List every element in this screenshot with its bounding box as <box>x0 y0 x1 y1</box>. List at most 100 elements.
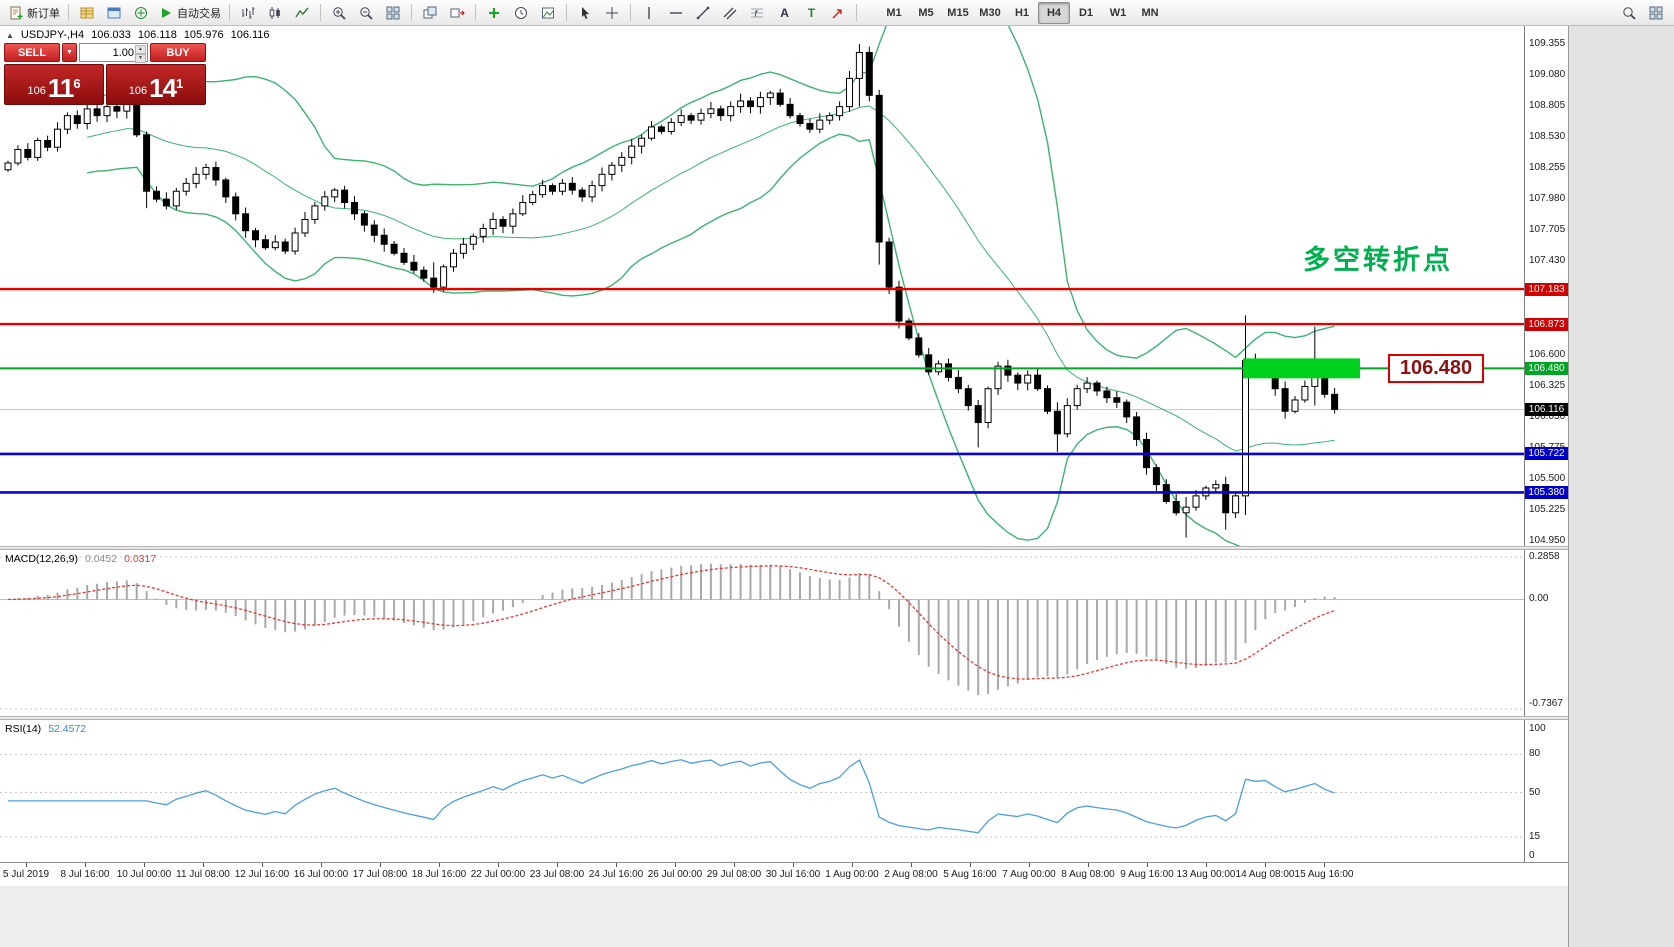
ask-prefix: 106 <box>128 85 148 97</box>
toolbar-separator <box>68 4 69 21</box>
crosshair-tool-icon[interactable] <box>599 2 625 24</box>
symbol-name: USDJPY-,H4 <box>20 29 85 41</box>
macd-tick-label: 0.00 <box>1529 593 1549 605</box>
time-label: 5 Aug 16:00 <box>943 869 997 880</box>
price-tick-label: 107.980 <box>1529 193 1566 205</box>
price-level-callout: 106.480 <box>1388 354 1484 384</box>
price-tick-label: 106.325 <box>1529 379 1566 391</box>
vertical-line-tool-icon[interactable] <box>636 2 662 24</box>
time-tick <box>380 863 381 867</box>
price-tick-label: 106.600 <box>1529 348 1566 360</box>
chart-window: ▲ USDJPY-,H4 106.033 106.118 105.976 106… <box>0 26 1569 947</box>
time-label: 22 Jul 00:00 <box>470 869 526 880</box>
rsi-indicator-name: RSI(14) <box>5 723 42 735</box>
period-settings-icon[interactable] <box>508 2 534 24</box>
time-label: 5 Jul 2019 <box>2 869 50 880</box>
label-tool-icon[interactable]: T <box>798 2 824 24</box>
time-tick <box>616 863 617 867</box>
buy-button[interactable]: BUY <box>150 43 206 62</box>
toolbar-separator <box>630 4 631 21</box>
horizontal-line-tool-icon[interactable] <box>663 2 689 24</box>
collapse-panel-icon[interactable]: ▲ <box>6 30 14 40</box>
navigator-icon[interactable] <box>128 2 154 24</box>
time-tick <box>1029 863 1030 867</box>
bar-chart-icon[interactable] <box>235 2 261 24</box>
add-indicator-icon[interactable] <box>481 2 507 24</box>
bar-open-value: 106.033 <box>91 29 131 41</box>
time-label: 1 Aug 00:00 <box>825 869 879 880</box>
volume-spinner: ▲ ▼ <box>135 45 146 63</box>
time-tick <box>734 863 735 867</box>
rsi-tick-label: 100 <box>1529 723 1546 734</box>
line-chart-icon[interactable] <box>289 2 315 24</box>
macd-plot[interactable] <box>0 550 1524 716</box>
volume-input[interactable]: 1.00 ▲ ▼ <box>79 43 148 63</box>
search-icon[interactable] <box>1616 2 1642 24</box>
timeframe-mn[interactable]: MN <box>1141 6 1159 19</box>
timeframe-m15[interactable]: M15 <box>947 6 969 19</box>
toolbar-separator <box>856 4 857 21</box>
arrow-tool-icon[interactable] <box>825 2 851 24</box>
auto-trading-button[interactable]: 自动交易 <box>155 2 224 24</box>
rsi-tick-label: 15 <box>1529 830 1541 842</box>
current-price-badge: 106.116 <box>1525 402 1568 416</box>
timeframe-m30[interactable]: M30 <box>979 6 1001 19</box>
time-label: 30 Jul 16:00 <box>765 869 821 880</box>
macd-indicator-name: MACD(12,26,9) <box>5 553 78 565</box>
time-tick <box>970 863 971 867</box>
timeframe-w1[interactable]: W1 <box>1109 6 1127 19</box>
timeframe-m1[interactable]: M1 <box>886 6 902 19</box>
buy-price-button[interactable]: 106 14 1 <box>106 64 206 105</box>
templates-icon[interactable] <box>535 2 561 24</box>
bid-big-digits: 11 <box>47 73 74 103</box>
rsi-plot[interactable] <box>0 720 1524 862</box>
toolbar-separator <box>320 4 321 21</box>
time-tick <box>852 863 853 867</box>
panel-splitter[interactable] <box>0 546 1568 550</box>
data-window-icon[interactable] <box>101 2 127 24</box>
macd-axis[interactable]: 0.2858 0.00 -0.7367 <box>1524 550 1568 716</box>
time-label: 13 Aug 00:00 <box>1176 869 1236 880</box>
tile-windows-icon[interactable] <box>380 2 406 24</box>
volume-increase-button[interactable]: ▲ <box>135 45 146 54</box>
ask-big-digits: 14 <box>149 73 177 103</box>
fibonacci-tool-icon[interactable]: f <box>744 2 770 24</box>
time-tick <box>1324 863 1325 867</box>
price-tick-label: 108.530 <box>1529 131 1566 143</box>
channel-tool-icon[interactable] <box>717 2 743 24</box>
timeframe-m5[interactable]: M5 <box>918 6 934 19</box>
new-window-icon[interactable] <box>1643 2 1669 24</box>
volume-value[interactable]: 1.00 <box>112 46 134 59</box>
new-order-button[interactable]: 新订单 <box>5 2 63 24</box>
price-axis[interactable]: 109.355 109.080 108.805 108.530 108.255 107.9… <box>1524 26 1568 546</box>
cursor-tool-icon[interactable] <box>572 2 598 24</box>
time-label: 26 Jul 00:00 <box>647 869 703 880</box>
sell-button[interactable]: SELL <box>4 43 60 62</box>
rsi-tick-label: 0 <box>1529 850 1535 861</box>
bid-prefix: 106 <box>27 85 46 97</box>
text-tool-icon[interactable]: A <box>771 2 797 24</box>
timeframe-h1[interactable]: H1 <box>1014 6 1030 19</box>
timeframe-d1[interactable]: D1 <box>1078 6 1094 19</box>
cascade-windows-icon[interactable] <box>417 2 443 24</box>
market-watch-icon[interactable] <box>74 2 100 24</box>
time-label: 24 Jul 16:00 <box>588 869 644 880</box>
volume-decrease-button[interactable]: ▼ <box>135 54 146 63</box>
time-tick <box>911 863 912 867</box>
candlestick-chart[interactable] <box>0 26 1524 546</box>
candlestick-chart-icon[interactable] <box>262 2 288 24</box>
sell-price-button[interactable]: 106 11 6 <box>4 64 104 105</box>
time-tick <box>1265 863 1266 867</box>
panel-splitter[interactable] <box>0 716 1568 720</box>
trendline-tool-icon[interactable] <box>690 2 716 24</box>
trade-options-dropdown[interactable]: ▼ <box>62 43 77 62</box>
price-tick-label: 107.430 <box>1529 255 1566 267</box>
zoom-in-icon[interactable] <box>326 2 352 24</box>
rsi-axis[interactable]: 100 80 50 15 0 <box>1524 720 1568 862</box>
time-axis[interactable]: 5 Jul 2019 8 Jul 16:00 10 Jul 00:00 11 Jul … <box>0 862 1568 886</box>
timeframe-h4[interactable]: H4 <box>1038 1 1070 24</box>
zoom-out-icon[interactable] <box>353 2 379 24</box>
auto-scroll-icon[interactable] <box>444 2 470 24</box>
time-tick <box>557 863 558 867</box>
